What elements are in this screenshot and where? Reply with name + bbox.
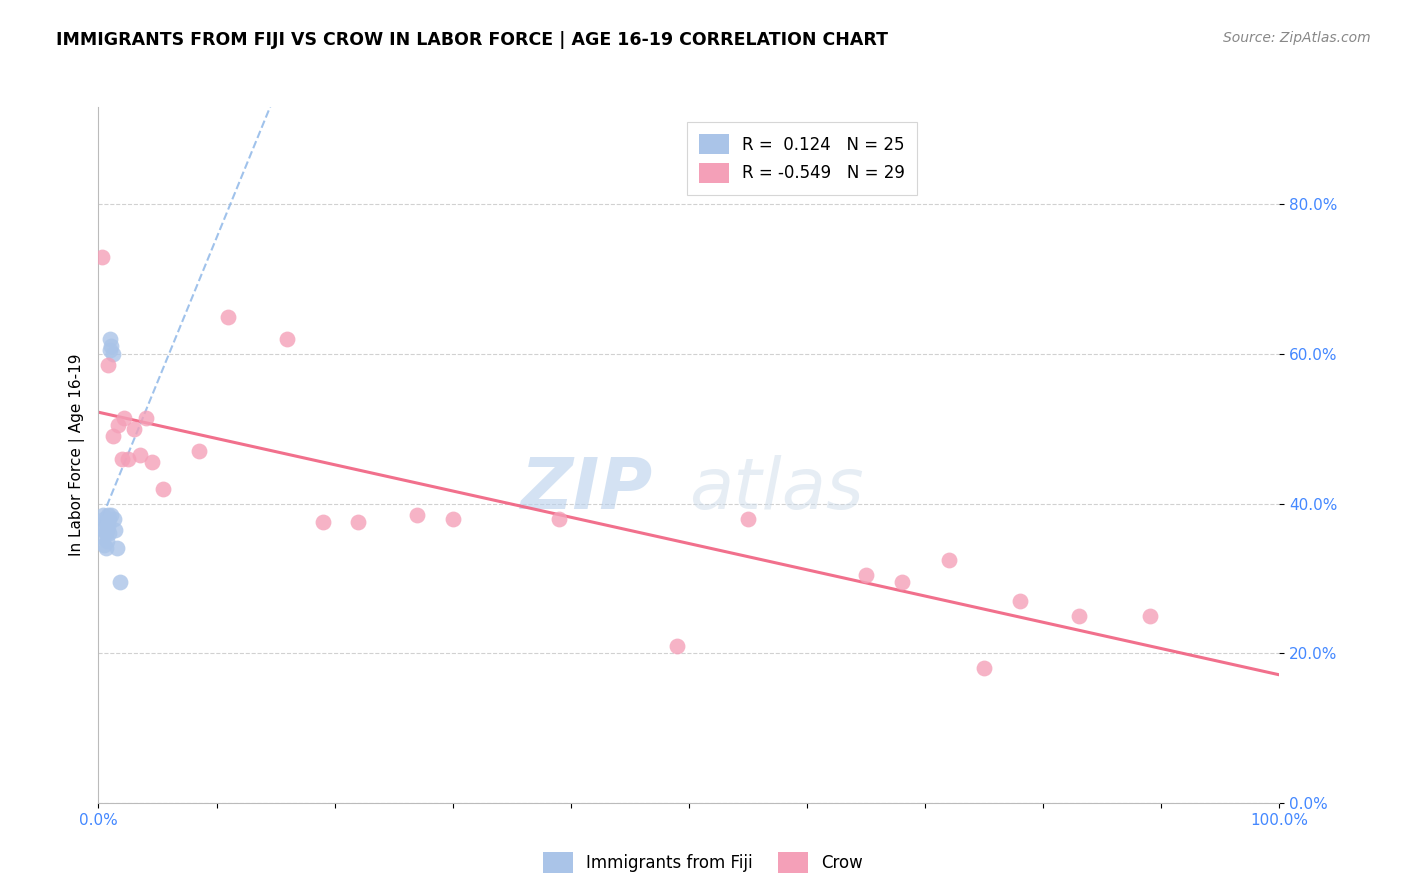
Point xyxy=(91,508,114,522)
Point xyxy=(737,511,759,525)
Point xyxy=(152,482,174,496)
Point xyxy=(91,250,114,264)
Point xyxy=(122,422,145,436)
Point xyxy=(98,511,121,525)
Point xyxy=(128,448,150,462)
Point xyxy=(187,444,209,458)
Point xyxy=(111,451,134,466)
Text: Source: ZipAtlas.com: Source: ZipAtlas.com xyxy=(1223,31,1371,45)
Point xyxy=(94,515,117,529)
Point xyxy=(347,515,370,529)
Point xyxy=(101,347,124,361)
Point xyxy=(117,451,139,466)
Point xyxy=(855,567,877,582)
Point xyxy=(97,508,120,522)
Point xyxy=(96,511,118,525)
Point xyxy=(406,508,429,522)
Point xyxy=(100,508,122,522)
Point xyxy=(94,541,117,556)
Point xyxy=(217,310,239,324)
Point xyxy=(98,332,121,346)
Point xyxy=(101,429,124,443)
Point xyxy=(666,639,689,653)
Legend: R =  0.124   N = 25, R = -0.549   N = 29: R = 0.124 N = 25, R = -0.549 N = 29 xyxy=(688,122,917,194)
Point xyxy=(1067,608,1090,623)
Point xyxy=(103,511,125,525)
Point xyxy=(890,575,912,590)
Point xyxy=(98,526,121,541)
Point xyxy=(105,541,128,556)
Point xyxy=(107,417,129,432)
Point xyxy=(1008,594,1031,608)
Point xyxy=(96,523,118,537)
Point xyxy=(91,519,114,533)
Text: ZIP: ZIP xyxy=(522,455,654,524)
Point xyxy=(100,339,122,353)
Point xyxy=(938,552,960,566)
Point xyxy=(1139,608,1161,623)
Point xyxy=(97,358,120,372)
Point xyxy=(93,538,115,552)
Point xyxy=(112,410,135,425)
Point xyxy=(312,515,335,529)
Point xyxy=(93,511,115,525)
Point xyxy=(97,519,120,533)
Point xyxy=(96,533,118,548)
Text: atlas: atlas xyxy=(689,455,863,524)
Point xyxy=(91,530,114,544)
Text: IMMIGRANTS FROM FIJI VS CROW IN LABOR FORCE | AGE 16-19 CORRELATION CHART: IMMIGRANTS FROM FIJI VS CROW IN LABOR FO… xyxy=(56,31,889,49)
Point xyxy=(276,332,298,346)
Legend: Immigrants from Fiji, Crow: Immigrants from Fiji, Crow xyxy=(536,846,870,880)
Point xyxy=(108,575,131,590)
Point xyxy=(548,511,571,525)
Point xyxy=(441,511,464,525)
Point xyxy=(93,523,115,537)
Point xyxy=(98,343,121,358)
Point xyxy=(135,410,157,425)
Point xyxy=(104,523,127,537)
Point xyxy=(94,526,117,541)
Point xyxy=(973,661,995,675)
Point xyxy=(141,455,163,469)
Y-axis label: In Labor Force | Age 16-19: In Labor Force | Age 16-19 xyxy=(69,353,84,557)
